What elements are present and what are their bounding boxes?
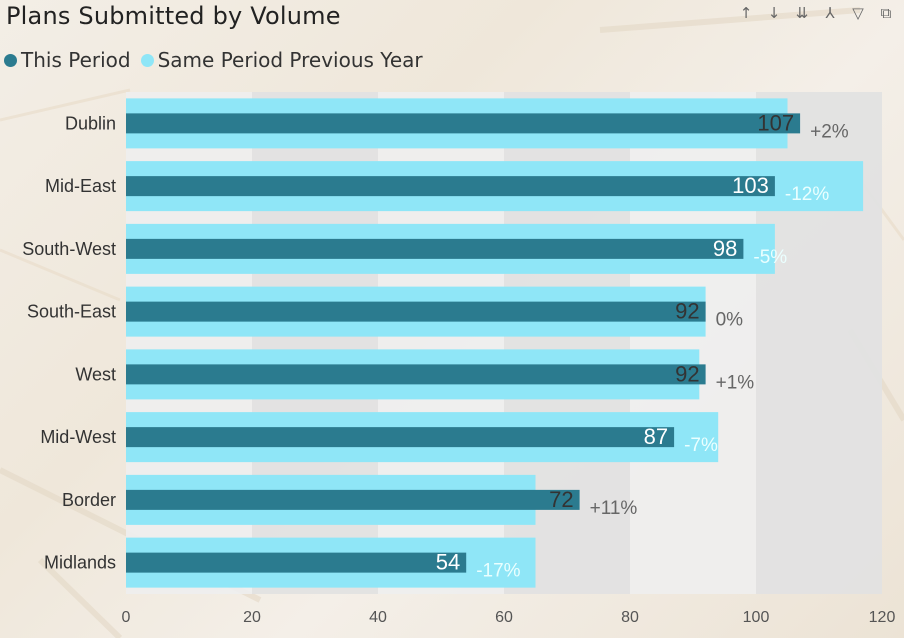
bar-this-period: [126, 364, 706, 385]
chart-legend: This Period Same Period Previous Year: [4, 48, 423, 72]
bar-this-period: [126, 113, 801, 134]
x-tick-label: 80: [621, 609, 639, 626]
value-label: 72: [549, 487, 573, 512]
category-label: Border: [62, 490, 116, 510]
change-label: -17%: [476, 561, 520, 582]
x-tick-label: 100: [743, 609, 770, 626]
value-label: 98: [713, 236, 737, 261]
x-tick-label: 0: [122, 609, 131, 626]
value-label: 107: [757, 110, 794, 135]
legend-item-previous-year[interactable]: Same Period Previous Year: [140, 48, 423, 72]
value-label: 87: [644, 424, 668, 449]
bar-this-period: [126, 489, 580, 510]
legend-marker-this-period: [4, 53, 17, 67]
change-label: +1%: [716, 372, 755, 393]
x-tick-label: 120: [869, 609, 896, 626]
bar-this-period: [126, 427, 675, 448]
legend-marker-previous-year: [140, 53, 154, 67]
change-label: +2%: [810, 121, 849, 142]
visual-toolbar: ↑ ↓ ⇊ ⅄ ▽ ⧉: [736, 4, 896, 22]
category-label: Midlands: [44, 553, 116, 573]
change-label: +11%: [590, 498, 638, 519]
drill-up-icon[interactable]: ↑: [739, 4, 753, 22]
change-label: 0%: [716, 310, 744, 331]
change-label: -12%: [785, 184, 829, 205]
value-label: 103: [732, 173, 769, 198]
category-label: West: [75, 364, 116, 384]
category-label: Dublin: [65, 113, 116, 133]
expand-hierarchy-icon[interactable]: ⅄: [825, 4, 835, 22]
x-tick-label: 60: [495, 609, 513, 626]
category-label: South-East: [27, 302, 116, 322]
bar-this-period: [126, 301, 706, 322]
change-label: -5%: [753, 247, 787, 268]
value-label: 54: [436, 550, 460, 575]
filter-icon[interactable]: ▽: [852, 4, 864, 22]
legend-item-this-period[interactable]: This Period: [4, 48, 131, 72]
legend-label-previous-year: Same Period Previous Year: [157, 48, 423, 72]
expand-all-down-icon[interactable]: ⇊: [795, 4, 809, 22]
value-label: 92: [675, 361, 699, 386]
bar-this-period: [126, 552, 467, 573]
bar-this-period: [126, 238, 744, 259]
category-label: Mid-West: [40, 427, 116, 447]
focus-mode-icon[interactable]: ⧉: [880, 4, 892, 22]
legend-label-this-period: This Period: [21, 48, 131, 72]
chart-title: Plans Submitted by Volume: [6, 2, 341, 30]
drill-down-icon[interactable]: ↓: [767, 4, 781, 22]
bar-this-period: [126, 176, 775, 197]
category-label: South-West: [22, 239, 116, 259]
change-label: -7%: [684, 435, 718, 456]
category-label: Mid-East: [45, 176, 116, 196]
x-tick-label: 40: [369, 609, 387, 626]
x-tick-label: 20: [243, 609, 261, 626]
value-label: 92: [675, 299, 699, 324]
